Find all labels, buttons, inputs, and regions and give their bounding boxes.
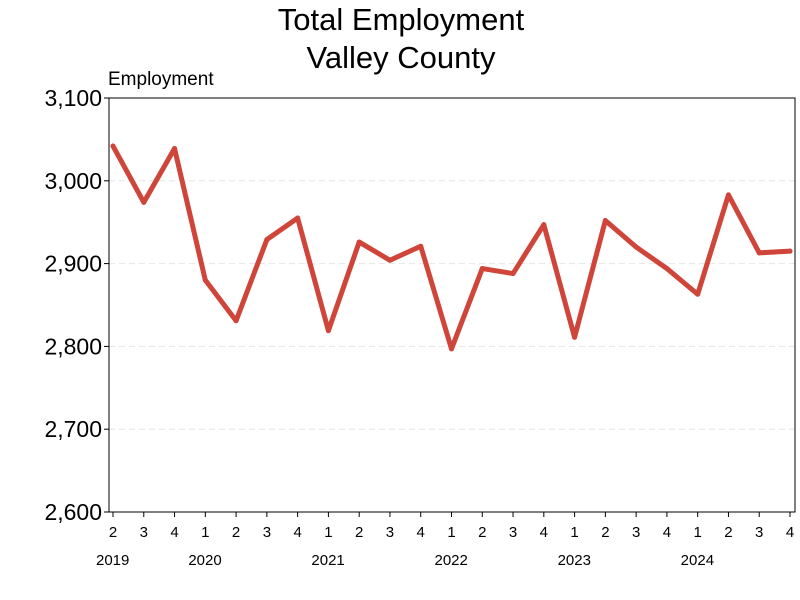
data-point-9 [387, 257, 393, 263]
x-tick-label-22: 4 [786, 524, 794, 541]
y-tick-label-4: 3,000 [44, 168, 102, 194]
y-tick-label-1: 2,700 [44, 416, 102, 442]
y-tick-label-3: 2,900 [44, 251, 102, 277]
chart-title-line-1: Total Employment [278, 2, 525, 37]
x-tick-label-1: 3 [140, 524, 148, 541]
chart-title-line-2: Valley County [307, 40, 496, 75]
data-point-4 [233, 318, 239, 324]
year-label-2024: 2024 [681, 552, 714, 569]
year-label-2020: 2020 [188, 552, 221, 569]
x-tick-label-12: 2 [478, 524, 486, 541]
data-point-19 [695, 291, 701, 297]
data-point-22 [787, 248, 793, 254]
data-point-21 [756, 250, 762, 256]
x-axis-ticks: 2 3 4 1 2 3 4 1 2 3 4 1 2 3 4 1 2 3 4 1 2 3 4 [109, 512, 794, 541]
plot-frame [108, 97, 796, 513]
x-tick-label-16: 2 [601, 524, 609, 541]
data-point-7 [325, 328, 331, 334]
data-point-16 [602, 218, 608, 224]
data-point-15 [572, 334, 578, 340]
year-label-2021: 2021 [311, 552, 344, 569]
x-tick-label-20: 2 [724, 524, 732, 541]
x-tick-label-11: 1 [447, 524, 455, 541]
x-axis-years: 2019 2020 2021 2022 2023 2024 [96, 552, 714, 569]
x-tick-label-3: 1 [201, 524, 209, 541]
year-label-2022: 2022 [435, 552, 468, 569]
data-point-1 [141, 199, 147, 205]
x-tick-label-21: 3 [755, 524, 763, 541]
data-point-14 [541, 222, 547, 228]
data-point-5 [264, 237, 270, 243]
data-point-8 [356, 239, 362, 245]
data-point-11 [449, 346, 454, 352]
data-point-6 [295, 215, 301, 221]
series-line-0 [110, 143, 793, 352]
y-tick-label-0: 2,600 [44, 499, 102, 525]
x-tick-label-18: 4 [663, 524, 671, 541]
x-tick-label-17: 3 [632, 524, 640, 541]
y-axis-label: Employment [108, 69, 214, 90]
x-tick-label-2: 4 [170, 524, 178, 541]
year-label-2023: 2023 [558, 552, 591, 569]
year-label-2019: 2019 [96, 552, 129, 569]
y-tick-label-5: 3,100 [44, 85, 102, 111]
x-tick-label-6: 4 [293, 524, 301, 541]
data-point-3 [202, 277, 208, 283]
data-point-2 [172, 146, 178, 152]
x-tick-label-13: 3 [509, 524, 517, 541]
x-tick-label-14: 4 [540, 524, 548, 541]
x-tick-label-0: 2 [109, 524, 117, 541]
x-tick-label-4: 2 [232, 524, 240, 541]
x-tick-label-10: 4 [417, 524, 425, 541]
y-axis-ticks: 2,600 2,700 2,800 2,900 3,000 3,100 [44, 85, 109, 525]
y-tick-label-2: 2,800 [44, 333, 102, 359]
x-tick-label-15: 1 [570, 524, 578, 541]
x-tick-label-19: 1 [694, 524, 702, 541]
data-point-0 [110, 143, 116, 149]
data-point-13 [510, 271, 516, 277]
data-point-17 [633, 244, 639, 250]
data-point-10 [418, 243, 424, 249]
x-tick-label-9: 3 [386, 524, 394, 541]
x-tick-label-8: 2 [355, 524, 363, 541]
gridlines [109, 180, 795, 430]
data-point-18 [664, 266, 670, 272]
series-group [110, 143, 793, 352]
x-tick-label-7: 1 [324, 524, 332, 541]
data-point-20 [725, 192, 731, 198]
data-point-12 [479, 266, 485, 272]
x-tick-label-5: 3 [263, 524, 271, 541]
